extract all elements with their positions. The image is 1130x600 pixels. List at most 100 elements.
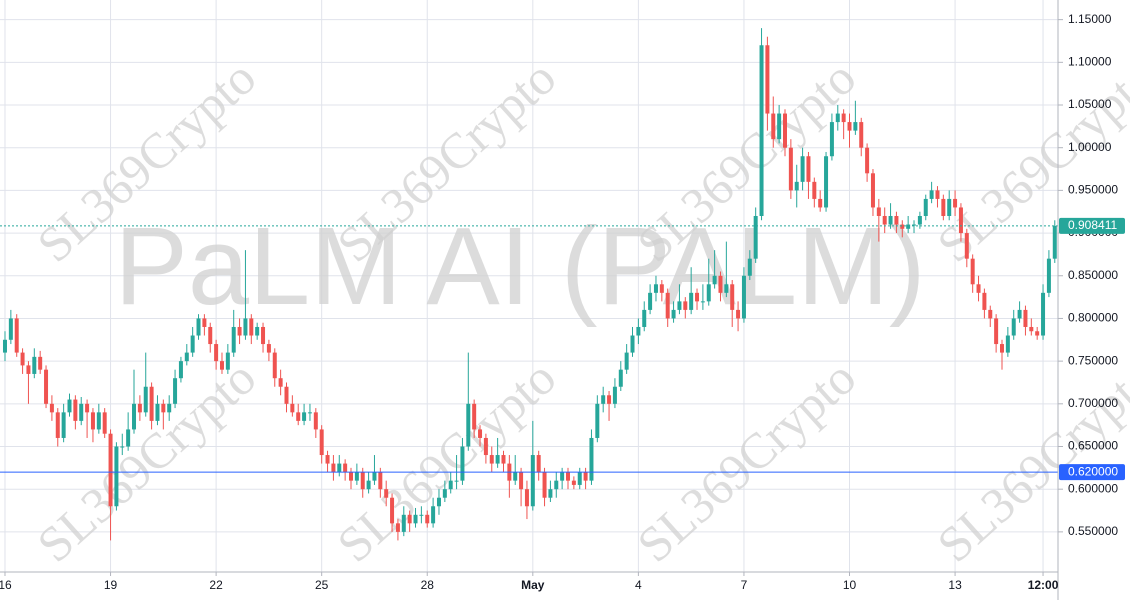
candle-body <box>700 301 705 303</box>
candle-body <box>249 318 254 336</box>
candle-body <box>214 344 219 362</box>
candle-body <box>90 412 95 430</box>
candle-body <box>753 215 758 259</box>
candle-body <box>677 301 682 310</box>
candle-body <box>964 233 969 259</box>
candle-body <box>167 403 172 413</box>
candle-body <box>636 326 641 336</box>
candle-body <box>771 113 776 140</box>
price-label-box <box>1059 217 1125 234</box>
candle-body <box>536 455 541 473</box>
candle-body <box>108 433 113 507</box>
candle-body <box>530 455 535 507</box>
candle-body <box>900 224 905 229</box>
candle-body <box>67 399 72 413</box>
candle-body <box>79 403 84 421</box>
candle-body <box>648 292 653 310</box>
price-label: 0.620000 <box>1068 464 1118 478</box>
candle-body <box>378 472 383 490</box>
candle-body <box>137 403 142 413</box>
candle-body <box>870 173 875 208</box>
candle-body <box>178 361 183 379</box>
candle-body <box>2 339 7 353</box>
grid <box>0 0 1058 572</box>
candle-body <box>290 403 295 413</box>
candle-body <box>630 335 635 353</box>
candle-body <box>495 455 500 464</box>
x-tick-label: May <box>521 578 545 592</box>
y-tick-label: 0.800000 <box>1068 311 1118 325</box>
candle-body <box>712 275 717 285</box>
candle-body <box>736 309 741 319</box>
x-tick-label: 16 <box>0 578 12 592</box>
candle-body <box>724 284 729 293</box>
candle-body <box>38 356 43 370</box>
candle-body <box>161 403 166 413</box>
x-tick-label: 13 <box>948 578 962 592</box>
candle-body <box>589 437 594 481</box>
candle-body <box>560 472 565 481</box>
candle-body <box>132 403 137 430</box>
candle-body <box>196 318 201 336</box>
candle-body <box>800 156 805 182</box>
candle-body <box>695 292 700 302</box>
candle-body <box>554 480 559 490</box>
candle-body <box>44 369 49 404</box>
candle-body <box>994 318 999 345</box>
candle-body <box>777 113 782 140</box>
y-tick-label: 1.05000 <box>1068 97 1112 111</box>
candle-body <box>653 284 658 293</box>
candle-body <box>976 284 981 293</box>
x-tick-label: 25 <box>315 578 329 592</box>
candle-body <box>865 147 870 174</box>
candle-body <box>876 207 881 216</box>
x-tick-label: 19 <box>104 578 118 592</box>
candle-body <box>313 412 318 430</box>
candle-body <box>689 292 694 310</box>
candle-body <box>835 113 840 123</box>
candle-body <box>1029 326 1034 332</box>
candle-body <box>49 403 54 413</box>
candle-body <box>173 378 178 404</box>
candle-body <box>436 497 441 507</box>
candle-body <box>466 403 471 447</box>
candle-body <box>958 207 963 234</box>
candle-body <box>566 472 571 481</box>
candle-body <box>61 412 66 438</box>
candle-body <box>794 181 799 191</box>
candle-body <box>612 386 617 404</box>
candle-body <box>255 326 260 336</box>
candle-body <box>190 335 195 353</box>
candle-body <box>577 472 582 485</box>
y-tick-label: 0.600000 <box>1068 481 1118 495</box>
candle-body <box>202 318 207 327</box>
candle-body <box>519 472 524 490</box>
candle-body <box>824 156 829 208</box>
candle-body <box>343 463 348 473</box>
candle-body <box>14 318 19 353</box>
symbol-watermark: PaLM AI (PALM) <box>115 205 926 328</box>
candle-body <box>85 403 90 413</box>
candle-body <box>208 326 213 345</box>
candle-body <box>759 45 764 216</box>
candle-body <box>970 258 975 285</box>
candle-body <box>917 215 922 225</box>
candle-body <box>524 489 529 507</box>
y-tick-label: 0.850000 <box>1068 268 1118 282</box>
candle-body <box>231 326 236 353</box>
y-tick-label: 0.700000 <box>1068 396 1118 410</box>
candle-body <box>489 455 494 464</box>
candle-body <box>513 472 518 481</box>
candle-body <box>319 429 324 456</box>
candle-body <box>143 386 148 413</box>
x-tick-label: 4 <box>635 578 642 592</box>
y-tick-label: 0.650000 <box>1068 439 1118 453</box>
candle-body <box>818 198 823 208</box>
candle-body <box>888 215 893 225</box>
candle-body <box>302 412 307 421</box>
candle-body <box>988 309 993 319</box>
candle-body <box>478 429 483 438</box>
candle-body <box>1011 318 1016 336</box>
